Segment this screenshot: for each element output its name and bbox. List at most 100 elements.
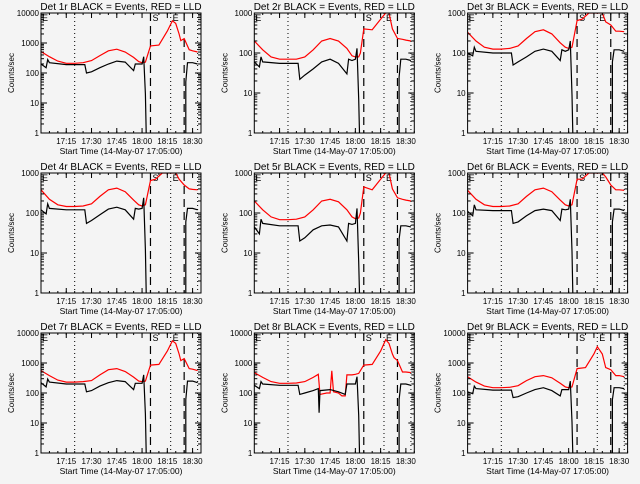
y-tick-label: 10	[243, 419, 252, 428]
y-tick-label: 1	[35, 129, 40, 138]
x-tick-label: 17:30	[82, 297, 103, 306]
end-marker-label-left: E	[255, 13, 261, 23]
y-tick-label: 100	[452, 49, 466, 58]
series-line-events	[41, 374, 147, 453]
y-tick-label: 1	[248, 129, 253, 138]
y-tick-label: 100	[452, 209, 466, 218]
x-tick-label: 18:30	[396, 297, 417, 306]
x-tick-label: 17:30	[508, 457, 529, 466]
panel-title: Det 5r BLACK = Events, RED = LLD	[254, 162, 415, 173]
series-line-lld	[254, 338, 411, 397]
x-axis-label: Start Time (14-May-07 17:05:00)	[273, 306, 396, 316]
series-line-events	[185, 380, 198, 453]
series-group	[467, 173, 625, 293]
x-tick-label: 17:30	[295, 297, 316, 306]
x-tick-label: 18:00	[345, 297, 366, 306]
panel-title: Det 8r BLACK = Events, RED = LLD	[254, 322, 415, 333]
series-group	[41, 339, 198, 453]
x-tick-label: 17:30	[508, 137, 529, 146]
end-marker-label: E	[173, 333, 179, 343]
y-tick-label: 1000	[21, 359, 39, 368]
panel-title: Det 1r BLACK = Events, RED = LLD	[40, 2, 201, 13]
x-tick-label: 18:15	[157, 457, 178, 466]
series-line-events	[467, 40, 574, 133]
x-tick-label: 17:30	[82, 457, 103, 466]
plot-frame	[40, 12, 202, 134]
y-axis-label: Counts/sec	[220, 213, 229, 253]
x-tick-label: 17:30	[295, 457, 316, 466]
panel-title: Det 9r BLACK = Events, RED = LLD	[467, 322, 628, 333]
x-tick-label: 18:15	[584, 137, 605, 146]
start-marker-label: S	[366, 333, 372, 343]
start-marker-label: S	[152, 13, 158, 23]
x-tick-label: 17:15	[483, 457, 504, 466]
y-tick-label: 1	[248, 449, 253, 458]
y-tick-label: 10	[30, 419, 39, 428]
end-marker-label: E	[386, 173, 392, 183]
x-axis-label: Start Time (14-May-07 17:05:00)	[486, 306, 609, 316]
end-marker-label-left: E	[255, 173, 261, 183]
end-marker-label-left: E	[469, 333, 475, 343]
y-tick-label: 10000	[17, 329, 40, 338]
x-tick-label: 17:15	[483, 137, 504, 146]
y-tick-label: 100	[239, 49, 253, 58]
start-marker-label: S	[152, 333, 158, 343]
series-line-lld	[254, 13, 412, 60]
end-marker-label: E	[599, 13, 605, 23]
x-tick-label: 17:45	[320, 297, 341, 306]
y-axis-label: Counts/sec	[7, 53, 16, 93]
series-line-events	[254, 48, 361, 133]
end-marker-label-left: E	[42, 173, 48, 183]
y-axis-label: Counts/sec	[220, 373, 229, 413]
panel-title: Det 3r BLACK = Events, RED = LLD	[467, 2, 628, 13]
x-tick-label: 18:30	[183, 457, 204, 466]
y-tick-label: 10	[30, 99, 39, 108]
series-line-lld	[41, 19, 198, 64]
y-tick-label: 10000	[17, 9, 40, 18]
plot-frame	[253, 12, 415, 134]
x-tick-label: 17:15	[56, 457, 77, 466]
x-tick-label: 17:45	[107, 457, 128, 466]
y-axis-label: Counts/sec	[7, 373, 16, 413]
y-tick-label: 1000	[235, 359, 253, 368]
x-tick-label: 17:15	[56, 297, 77, 306]
x-tick-label: 17:15	[56, 137, 77, 146]
y-axis-label: Counts/sec	[7, 213, 16, 253]
series-group	[254, 173, 412, 293]
series-group	[467, 345, 625, 453]
y-axis-label: Counts/sec	[434, 53, 443, 93]
y-tick-label: 100	[239, 389, 253, 398]
x-axis-label: Start Time (14-May-07 17:05:00)	[60, 146, 183, 156]
x-tick-label: 18:30	[183, 137, 204, 146]
end-marker-label: E	[599, 173, 605, 183]
series-line-events	[467, 199, 574, 293]
x-axis-label: Start Time (14-May-07 17:05:00)	[486, 466, 609, 476]
x-tick-label: 17:15	[483, 297, 504, 306]
plot-frame	[467, 172, 629, 294]
x-tick-label: 18:00	[132, 457, 153, 466]
panel-title: Det 4r BLACK = Events, RED = LLD	[40, 162, 201, 173]
start-marker-label: S	[579, 173, 585, 183]
y-tick-label: 1000	[235, 9, 253, 18]
series-line-events	[398, 383, 412, 453]
y-axis-label: Counts/sec	[434, 373, 443, 413]
y-tick-label: 1000	[235, 169, 253, 178]
x-tick-label: 18:00	[132, 137, 153, 146]
x-tick-label: 17:45	[533, 297, 554, 306]
plot-frame	[467, 332, 629, 454]
end-marker-label-left: E	[255, 333, 261, 343]
x-tick-label: 18:00	[132, 297, 153, 306]
y-tick-label: 100	[26, 69, 40, 78]
series-line-lld	[467, 345, 625, 389]
start-marker-label: S	[366, 13, 372, 23]
end-marker-label: E	[386, 333, 392, 343]
x-tick-label: 18:30	[396, 137, 417, 146]
x-tick-label: 18:15	[371, 457, 392, 466]
x-axis-label: Start Time (14-May-07 17:05:00)	[273, 466, 396, 476]
